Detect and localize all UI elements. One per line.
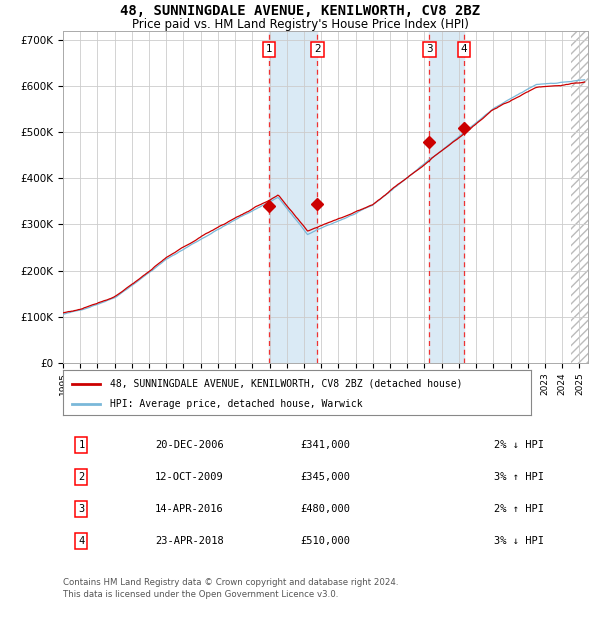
Bar — [430, 31, 464, 363]
Text: 3% ↓ HPI: 3% ↓ HPI — [493, 536, 544, 546]
Text: 23-APR-2018: 23-APR-2018 — [155, 536, 224, 546]
Text: 3% ↑ HPI: 3% ↑ HPI — [493, 472, 544, 482]
Text: £480,000: £480,000 — [301, 504, 350, 514]
Text: 12-OCT-2009: 12-OCT-2009 — [155, 472, 224, 482]
Text: 3: 3 — [78, 504, 85, 514]
Text: HPI: Average price, detached house, Warwick: HPI: Average price, detached house, Warw… — [110, 399, 362, 409]
Bar — [571, 31, 588, 363]
Text: 48, SUNNINGDALE AVENUE, KENILWORTH, CV8 2BZ (detached house): 48, SUNNINGDALE AVENUE, KENILWORTH, CV8 … — [110, 379, 463, 389]
Text: 48, SUNNINGDALE AVENUE, KENILWORTH, CV8 2BZ: 48, SUNNINGDALE AVENUE, KENILWORTH, CV8 … — [120, 4, 480, 19]
Text: £341,000: £341,000 — [301, 440, 350, 450]
Text: 2: 2 — [314, 45, 321, 55]
Bar — [269, 31, 317, 363]
Text: 2% ↓ HPI: 2% ↓ HPI — [493, 440, 544, 450]
Text: 14-APR-2016: 14-APR-2016 — [155, 504, 224, 514]
Text: 3: 3 — [426, 45, 433, 55]
Text: 2: 2 — [78, 472, 85, 482]
Text: 1: 1 — [78, 440, 85, 450]
Text: 4: 4 — [78, 536, 85, 546]
Text: 2% ↑ HPI: 2% ↑ HPI — [493, 504, 544, 514]
Text: £345,000: £345,000 — [301, 472, 350, 482]
Text: This data is licensed under the Open Government Licence v3.0.: This data is licensed under the Open Gov… — [63, 590, 338, 600]
Text: 20-DEC-2006: 20-DEC-2006 — [155, 440, 224, 450]
Text: 4: 4 — [461, 45, 467, 55]
Text: Contains HM Land Registry data © Crown copyright and database right 2024.: Contains HM Land Registry data © Crown c… — [63, 578, 398, 587]
Text: Price paid vs. HM Land Registry's House Price Index (HPI): Price paid vs. HM Land Registry's House … — [131, 18, 469, 31]
Text: £510,000: £510,000 — [301, 536, 350, 546]
Text: 1: 1 — [266, 45, 272, 55]
